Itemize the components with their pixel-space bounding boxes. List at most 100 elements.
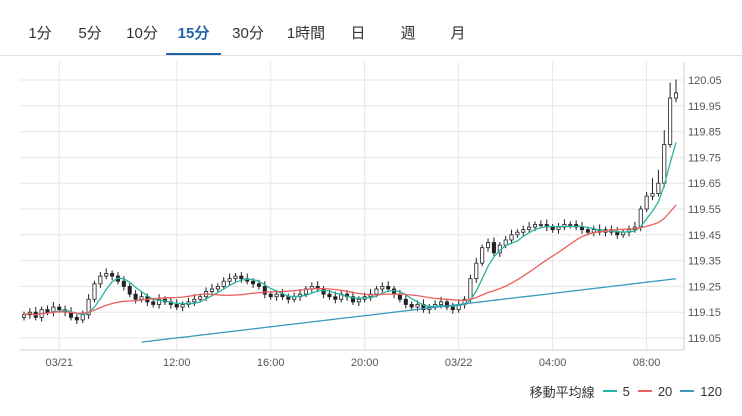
x-tick-label: 12:00 [163,357,191,369]
candle-body [256,283,261,287]
legend-label-ma5: 5 [622,383,630,399]
candle-body [45,309,50,313]
tab-0[interactable]: 1分 [28,25,52,42]
x-tick-label: 20:00 [351,357,379,369]
candle-body [474,262,479,280]
candle-body [104,273,109,277]
candle-body [98,275,103,285]
legend-title: 移動平均線 [529,384,595,400]
candle-body [615,231,620,236]
y-tick-label: 119.35 [688,256,721,268]
candle-body [192,298,197,303]
ma20-line [23,204,677,316]
candle-body [180,304,185,308]
candle-body [538,224,543,226]
tab-7[interactable]: 週 [400,25,416,42]
candle-body [668,97,673,145]
candle-body [509,234,514,241]
y-tick-label: 119.55 [688,204,721,216]
candle-body [444,301,449,308]
candle-body [415,304,420,308]
tab-3[interactable]: 15分 [166,22,221,56]
candle-body [532,224,538,228]
price-chart: 120.05 119.95 119.85 119.75 119.65 119.55 119.… [20,62,722,369]
tab-1[interactable]: 5分 [78,25,102,42]
legend-line-ma120 [680,390,695,392]
candle-body [650,193,655,197]
candle-body [527,226,532,231]
candle-body [221,280,226,287]
candle-body [157,298,162,305]
candle-body [92,283,97,300]
candle-body [239,275,244,280]
y-tick-label: 119.15 [688,307,721,319]
legend-label-ma20: 20 [657,383,673,399]
candle-body [209,288,214,292]
candle-body [491,242,496,254]
candle-body [585,229,590,233]
legend-item-ma20: 20 [637,383,673,399]
candle-body [215,285,220,290]
candle-body [74,316,79,321]
candle-body [133,293,138,300]
candle-body [356,298,361,303]
tab-5[interactable]: 1時間 [286,25,326,42]
legend-item-ma5: 5 [602,383,630,399]
candle-body [321,288,326,295]
ma5-line [23,142,677,316]
candle-body [86,298,91,316]
x-tick-label: 03/22 [445,357,473,369]
moving-average-legend: 移動平均線 5 20 120 [530,381,722,401]
candle-body [80,314,85,321]
candle-body [468,278,473,300]
candle-body [57,306,62,311]
candle-body [151,301,156,305]
y-tick-label: 119.95 [688,101,721,113]
ma120-line [141,278,677,343]
candle-body [233,275,238,280]
candle-body [110,273,115,277]
candle-body [515,231,520,236]
candle-body [392,288,397,295]
legend-item-ma120: 120 [680,384,722,399]
candle-body [503,239,508,246]
candle-body [568,224,573,226]
candle-body [333,296,338,300]
candle-body [579,226,585,231]
y-tick-label: 119.65 [688,178,721,190]
candle-body [327,293,332,298]
y-tick-label: 119.05 [688,333,721,345]
x-tick-label: 03/21 [45,357,73,369]
tab-6[interactable]: 日 [350,25,366,42]
candle-body [673,92,679,99]
candle-body [386,285,391,290]
candle-body [409,304,414,308]
legend-line-ma20 [637,390,652,392]
tab-4[interactable]: 30分 [232,25,264,42]
candle-body [380,285,385,290]
candle-body [550,226,555,231]
candle-body [174,304,179,308]
tab-2[interactable]: 10分 [126,25,158,42]
candle-body [121,280,126,287]
timeframe-tabs: 1分 5分 10分 15分 30分 1時間 日 週 月 [0,0,742,56]
candle-body [403,298,408,305]
y-tick-label: 119.85 [688,127,721,139]
candle-body [127,285,132,295]
candle-body [521,229,526,233]
candle-body [227,278,232,282]
y-tick-label: 120.05 [688,75,722,87]
tabs-divider [0,55,742,56]
candle-body [198,296,203,300]
candle-body [268,293,273,298]
candle-body [439,301,444,305]
tab-8[interactable]: 月 [450,25,466,42]
candle-body [644,195,649,210]
x-tick-label: 08:00 [633,357,661,369]
candle-body [251,280,256,285]
candle-body [274,293,279,298]
candle-body [450,306,455,311]
candle-body [350,296,355,303]
legend-line-ma5 [602,390,617,392]
candle-body [286,296,291,300]
